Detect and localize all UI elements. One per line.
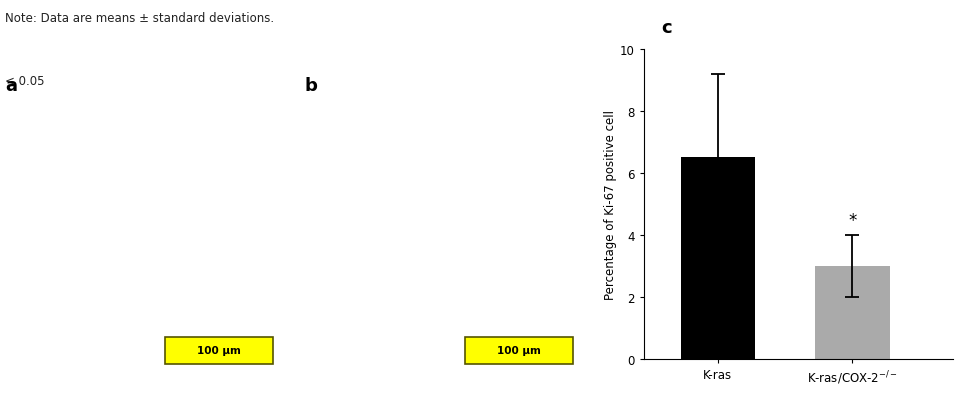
Bar xyxy=(815,266,890,359)
Text: b: b xyxy=(305,77,318,95)
Text: c: c xyxy=(661,19,672,37)
Text: a: a xyxy=(5,77,16,95)
Text: 100 μm: 100 μm xyxy=(498,345,541,355)
Bar xyxy=(165,337,273,363)
Text: 100 μm: 100 μm xyxy=(197,345,241,355)
Text: < 0.05: < 0.05 xyxy=(5,74,45,87)
Y-axis label: Percentage of Ki-67 positive cell: Percentage of Ki-67 positive cell xyxy=(604,110,617,299)
Text: Note: Data are means ± standard deviations.: Note: Data are means ± standard deviatio… xyxy=(5,12,274,25)
Text: *: * xyxy=(848,211,857,229)
Bar xyxy=(465,337,573,363)
Bar xyxy=(681,158,755,359)
